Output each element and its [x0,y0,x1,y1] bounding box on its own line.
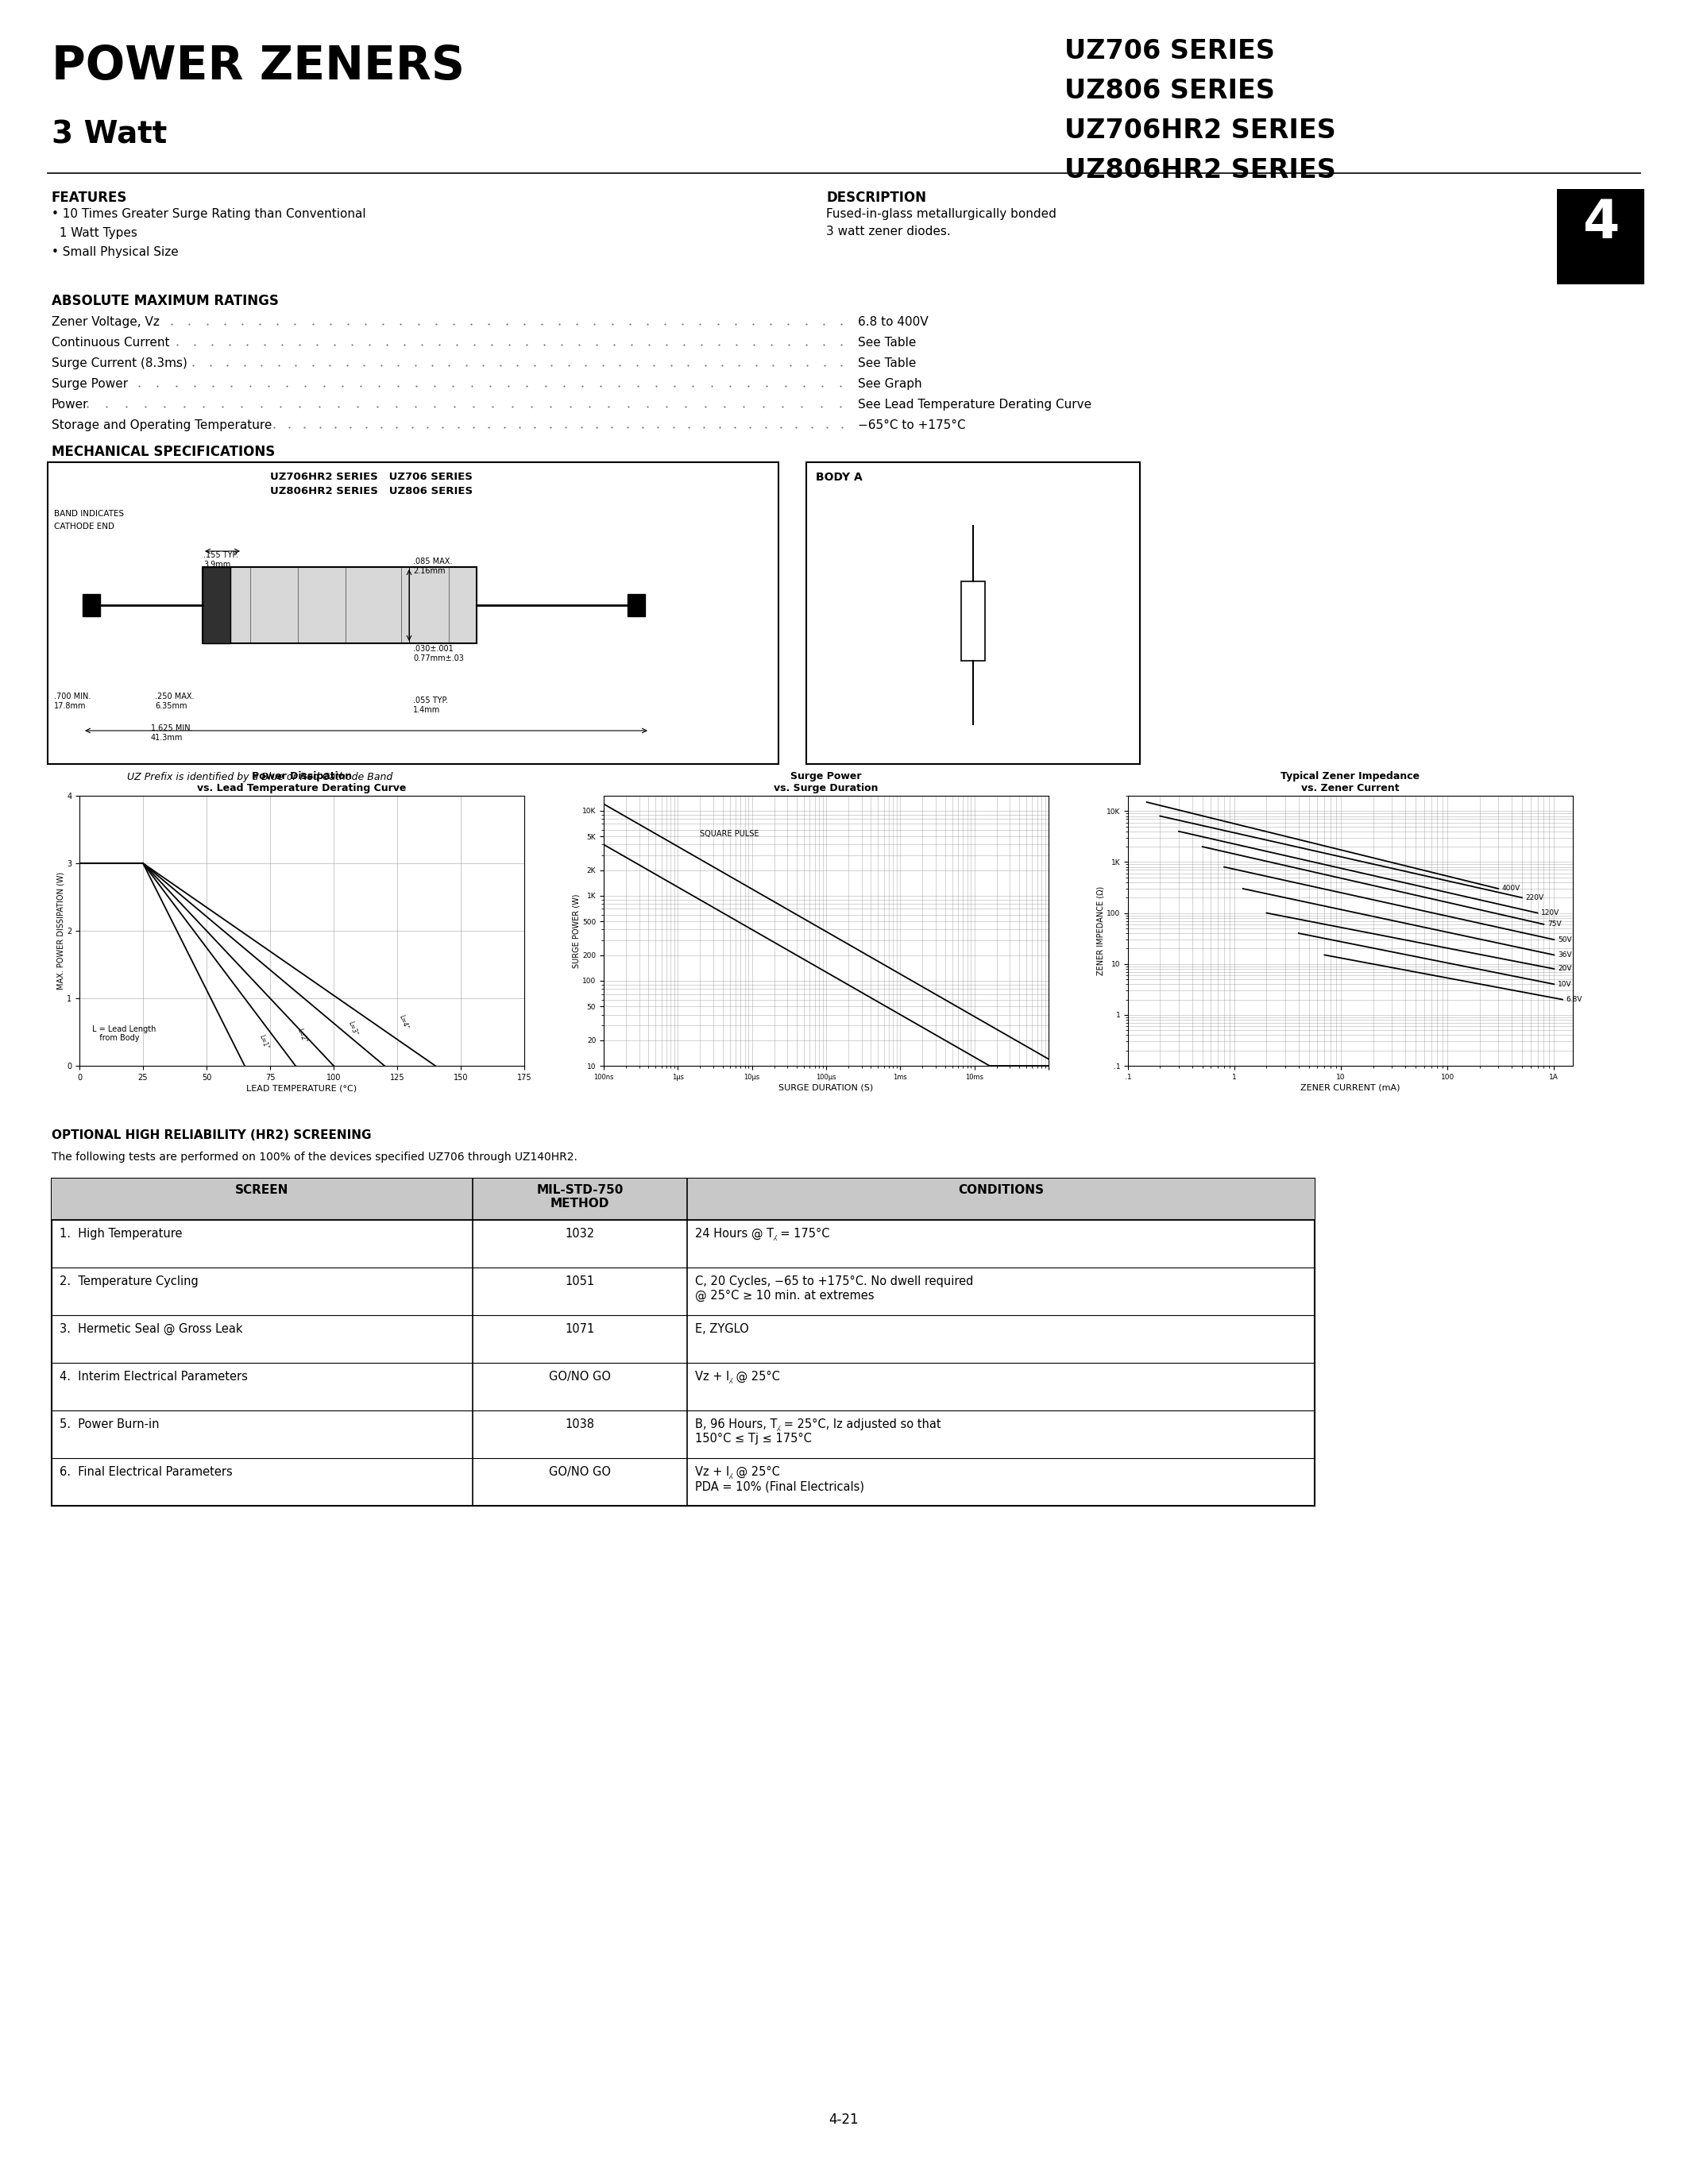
Text: Vz + I⁁ @ 25°C
PDA = 10% (Final Electricals): Vz + I⁁ @ 25°C PDA = 10% (Final Electric… [695,1465,864,1492]
Text: Storage and Operating Temperature: Storage and Operating Temperature [52,419,272,430]
Text: .055 TYP.
1.4mm: .055 TYP. 1.4mm [414,697,447,714]
Text: CATHODE END: CATHODE END [54,522,115,531]
Text: OPTIONAL HIGH RELIABILITY (HR2) SCREENING: OPTIONAL HIGH RELIABILITY (HR2) SCREENIN… [52,1129,371,1142]
Text: Zener Voltage, Vz: Zener Voltage, Vz [52,317,160,328]
Text: UZ806HR2 SERIES   UZ806 SERIES: UZ806HR2 SERIES UZ806 SERIES [270,487,473,496]
Text: UZ706HR2 SERIES   UZ706 SERIES: UZ706HR2 SERIES UZ706 SERIES [270,472,473,483]
Text: L=2": L=2" [295,1026,307,1044]
Text: UZ806 SERIES: UZ806 SERIES [1065,79,1274,105]
Text: 1051: 1051 [565,1275,594,1286]
Text: 1032: 1032 [565,1227,594,1241]
Text: 50V: 50V [1558,937,1572,943]
Text: 5.  Power Burn-in: 5. Power Burn-in [59,1417,159,1431]
Text: 4-21: 4-21 [829,2112,859,2127]
Text: 24 Hours @ T⁁ = 175°C: 24 Hours @ T⁁ = 175°C [695,1227,830,1241]
Text: 1.  High Temperature: 1. High Temperature [59,1227,182,1241]
Text: 1038: 1038 [565,1417,594,1431]
Text: MIL-STD-750
METHOD: MIL-STD-750 METHOD [537,1184,623,1210]
Text: 1071: 1071 [565,1324,594,1334]
Bar [628,594,645,616]
Text: UZ706 SERIES: UZ706 SERIES [1065,37,1274,63]
Text: 75V: 75V [1548,922,1561,928]
Text: 3.  Hermetic Seal @ Gross Leak: 3. Hermetic Seal @ Gross Leak [59,1324,243,1334]
Title: Surge Power
vs. Surge Duration: Surge Power vs. Surge Duration [773,771,878,793]
Text: See Table: See Table [858,358,917,369]
Text: POWER ZENERS: POWER ZENERS [52,44,464,90]
Y-axis label: ZENER IMPEDANCE (Ω): ZENER IMPEDANCE (Ω) [1096,887,1104,976]
Text: 1.625 MIN.
41.3mm: 1.625 MIN. 41.3mm [150,725,192,740]
Text: 36V: 36V [1558,952,1572,959]
Text: • 10 Times Greater Surge Rating than Conventional: • 10 Times Greater Surge Rating than Con… [52,207,366,221]
Text: .030±.001
0.77mm±.03: .030±.001 0.77mm±.03 [414,644,464,662]
Text: 4: 4 [1582,197,1619,249]
Text: See Table: See Table [858,336,917,349]
Text: BAND INDICATES: BAND INDICATES [54,509,123,518]
Bar [47,463,778,764]
Bar [960,581,986,662]
Text: 6.8V: 6.8V [1566,996,1582,1002]
Text: Fused-in-glass metallurgically bonded: Fused-in-glass metallurgically bonded [825,207,1057,221]
X-axis label: LEAD TEMPERATURE (°C): LEAD TEMPERATURE (°C) [246,1085,358,1092]
Text: DESCRIPTION: DESCRIPTION [825,190,927,205]
Text: L=4": L=4" [397,1013,408,1031]
Text: 4.  Interim Electrical Parameters: 4. Interim Electrical Parameters [59,1372,248,1382]
Text: 400V: 400V [1502,885,1521,893]
Text: 20V: 20V [1558,965,1572,972]
Title: Power Dissipation
vs. Lead Temperature Derating Curve: Power Dissipation vs. Lead Temperature D… [197,771,407,793]
Text: −65°C to +175°C: −65°C to +175°C [858,419,966,430]
Text: FEATURES: FEATURES [52,190,127,205]
Bar [52,1179,1315,1505]
Text: 3 Watt: 3 Watt [52,120,167,149]
Y-axis label: MAX. POWER DISSIPATION (W): MAX. POWER DISSIPATION (W) [57,871,64,989]
Y-axis label: SURGE POWER (W): SURGE POWER (W) [572,893,581,968]
Text: ABSOLUTE MAXIMUM RATINGS: ABSOLUTE MAXIMUM RATINGS [52,295,279,308]
Bar [203,568,230,644]
Text: GO/NO GO: GO/NO GO [549,1465,611,1479]
X-axis label: ZENER CURRENT (mA): ZENER CURRENT (mA) [1300,1083,1401,1092]
Bar [83,594,100,616]
Text: SQUARE PULSE: SQUARE PULSE [701,830,760,839]
Text: L=3": L=3" [346,1020,358,1037]
Text: E, ZYGLO: E, ZYGLO [695,1324,749,1334]
Text: Continuous Current: Continuous Current [52,336,169,349]
Text: 120V: 120V [1541,909,1560,917]
Text: .155 TYP.
3.9mm: .155 TYP. 3.9mm [203,550,238,568]
Text: .250 MAX.
6.35mm: .250 MAX. 6.35mm [155,692,194,710]
Bar [52,1179,1315,1221]
Text: UZ806HR2 SERIES: UZ806HR2 SERIES [1065,157,1335,183]
Text: L=1": L=1" [257,1033,268,1051]
Text: 6.8 to 400V: 6.8 to 400V [858,317,928,328]
Text: UZ706HR2 SERIES: UZ706HR2 SERIES [1065,118,1335,144]
Text: 3 watt zener diodes.: 3 watt zener diodes. [825,225,950,238]
Text: B, 96 Hours, T⁁ = 25°C, Iz adjusted so that
150°C ≤ Tj ≤ 175°C: B, 96 Hours, T⁁ = 25°C, Iz adjusted so t… [695,1417,940,1446]
Text: C, 20 Cycles, −65 to +175°C. No dwell required
@ 25°C ≥ 10 min. at extremes: C, 20 Cycles, −65 to +175°C. No dwell re… [695,1275,974,1302]
Text: 10V: 10V [1558,981,1572,987]
Bar [203,568,476,644]
Text: 6.  Final Electrical Parameters: 6. Final Electrical Parameters [59,1465,233,1479]
Text: See Lead Temperature Derating Curve: See Lead Temperature Derating Curve [858,400,1092,411]
Text: 1 Watt Types: 1 Watt Types [52,227,137,238]
Text: Power: Power [52,400,88,411]
Text: Surge Power: Surge Power [52,378,128,391]
Text: GO/NO GO: GO/NO GO [549,1372,611,1382]
Text: 220V: 220V [1526,893,1545,902]
Text: BODY A: BODY A [815,472,863,483]
Text: See Graph: See Graph [858,378,922,391]
Bar [1556,190,1644,284]
Text: Surge Current (8.3ms): Surge Current (8.3ms) [52,358,187,369]
Bar [807,463,1139,764]
X-axis label: SURGE DURATION (S): SURGE DURATION (S) [778,1083,873,1092]
Text: CONDITIONS: CONDITIONS [959,1184,1043,1197]
Text: UZ Prefix is identified by a Blue or Red Cathode Band: UZ Prefix is identified by a Blue or Red… [127,771,393,782]
Text: 2.  Temperature Cycling: 2. Temperature Cycling [59,1275,199,1286]
Text: .700 MIN.
17.8mm: .700 MIN. 17.8mm [54,692,91,710]
Text: Vz + I⁁ @ 25°C: Vz + I⁁ @ 25°C [695,1372,780,1382]
Text: L = Lead Length
   from Body: L = Lead Length from Body [93,1024,155,1042]
Text: • Small Physical Size: • Small Physical Size [52,247,179,258]
Text: The following tests are performed on 100% of the devices specified UZ706 through: The following tests are performed on 100… [52,1151,577,1162]
Text: SCREEN: SCREEN [235,1184,289,1197]
Text: MECHANICAL SPECIFICATIONS: MECHANICAL SPECIFICATIONS [52,446,275,459]
Title: Typical Zener Impedance
vs. Zener Current: Typical Zener Impedance vs. Zener Curren… [1281,771,1420,793]
Text: .085 MAX.
2.16mm: .085 MAX. 2.16mm [414,557,452,574]
